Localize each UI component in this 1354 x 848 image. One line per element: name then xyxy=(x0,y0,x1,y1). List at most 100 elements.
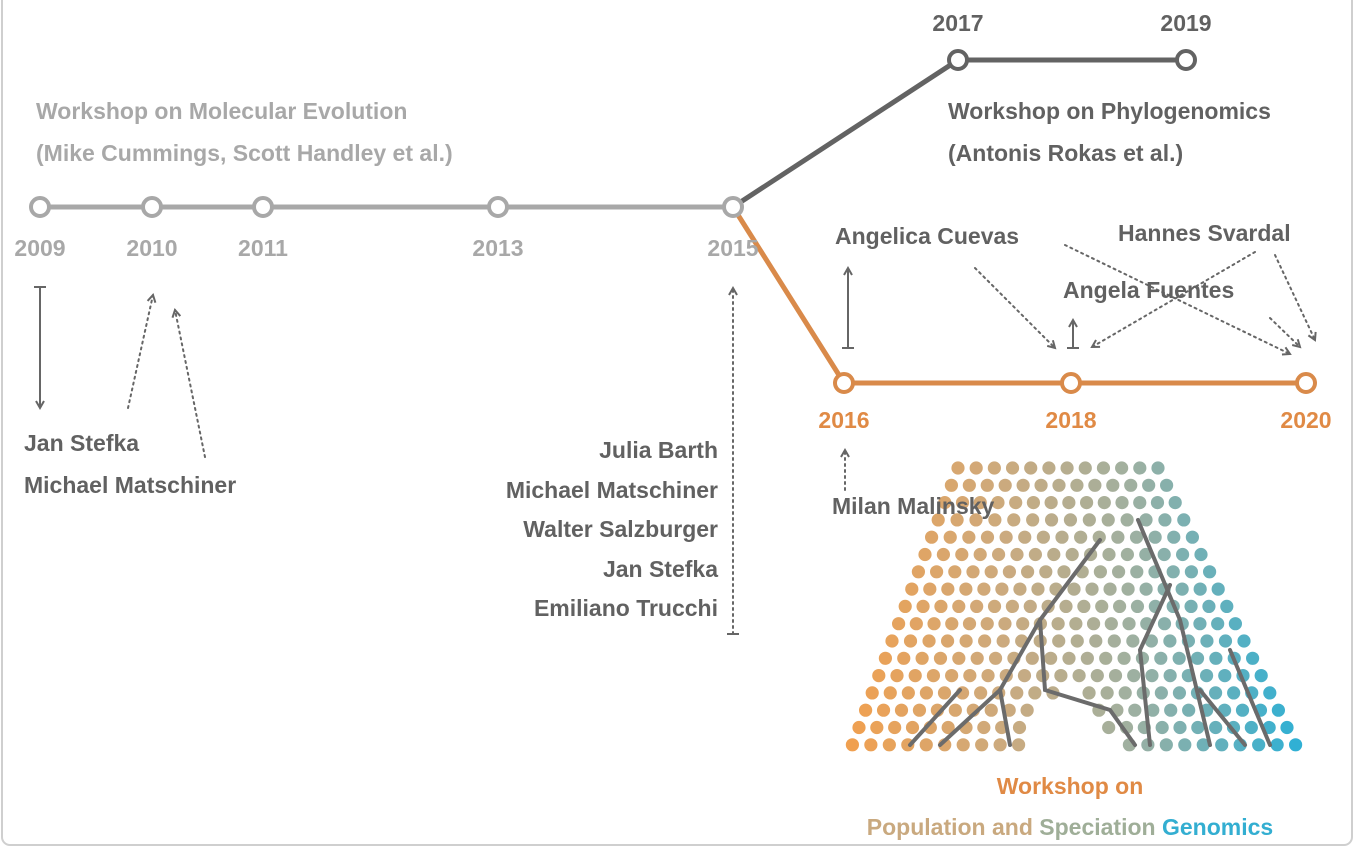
logo-dot xyxy=(963,479,976,492)
logo-dot xyxy=(866,686,879,699)
logo-dot xyxy=(1160,738,1173,751)
logo-word: Speciation xyxy=(1039,814,1155,840)
year: 2011 xyxy=(238,235,288,261)
logo-dot xyxy=(952,652,965,665)
logo-dot xyxy=(902,686,915,699)
logo-dot xyxy=(989,652,1002,665)
logo-dot xyxy=(1088,479,1101,492)
logo-dot xyxy=(1151,496,1164,509)
logo-dot xyxy=(977,583,990,596)
logo-dot xyxy=(1102,721,1115,734)
logo-dot xyxy=(1115,496,1128,509)
logo-dot xyxy=(1178,738,1191,751)
logo-dot xyxy=(937,548,950,561)
logo-dot xyxy=(1131,600,1144,613)
logo-dot xyxy=(1016,617,1029,630)
logo-dot xyxy=(1115,461,1128,474)
logo-dot xyxy=(1010,548,1023,561)
logo-dot xyxy=(1130,565,1143,578)
logo-dot xyxy=(934,652,947,665)
logo-dot xyxy=(994,738,1007,751)
logo-dot xyxy=(1055,531,1068,544)
logo-dot xyxy=(1229,617,1242,630)
logo-dot xyxy=(959,583,972,596)
logo-dot xyxy=(1112,565,1125,578)
logo-dot xyxy=(1045,513,1058,526)
logo-dot xyxy=(888,721,901,734)
logo-dot xyxy=(988,600,1001,613)
logo-dot xyxy=(1149,531,1162,544)
logo-dot xyxy=(1070,479,1083,492)
logo-dot xyxy=(1059,600,1072,613)
logo-dot xyxy=(955,548,968,561)
logo-dot xyxy=(1119,686,1132,699)
logo-dot xyxy=(920,686,933,699)
logo-dot xyxy=(1218,669,1231,682)
logo-dot xyxy=(897,652,910,665)
logo-dot xyxy=(1246,652,1259,665)
year: 2016 xyxy=(818,407,869,433)
logo-dot xyxy=(1142,479,1155,492)
logo-dot xyxy=(1101,686,1114,699)
logo-dot xyxy=(1271,738,1284,751)
logo-dot xyxy=(938,686,951,699)
node xyxy=(143,198,161,216)
logo-dot xyxy=(1167,531,1180,544)
logo-dot xyxy=(884,686,897,699)
logo-dot xyxy=(890,669,903,682)
logo-dot xyxy=(1089,634,1102,647)
logo-dot xyxy=(1227,686,1240,699)
logo-dot xyxy=(852,721,865,734)
logo-dot xyxy=(1133,496,1146,509)
logo-dot xyxy=(1182,704,1195,717)
year: 2018 xyxy=(1045,407,1096,433)
logo-dot xyxy=(1087,617,1100,630)
logo-dot xyxy=(981,531,994,544)
logo-dot xyxy=(922,634,935,647)
logo-dot xyxy=(1215,738,1228,751)
logo-dot xyxy=(877,704,890,717)
logo-dot xyxy=(1200,634,1213,647)
person: Milan Malinsky xyxy=(832,493,995,519)
logo-dot xyxy=(992,548,1005,561)
logo-dot xyxy=(1220,600,1233,613)
logo-dot xyxy=(1009,496,1022,509)
logo-dot xyxy=(1024,461,1037,474)
logo-dot xyxy=(1071,634,1084,647)
logo-word: Genomics xyxy=(1162,814,1273,840)
logo-dot xyxy=(1103,583,1116,596)
logo-dot xyxy=(1209,686,1222,699)
logo-dot xyxy=(945,479,958,492)
logo-dot xyxy=(963,617,976,630)
logo-dot xyxy=(870,721,883,734)
logo-dot xyxy=(895,704,908,717)
logo-dot xyxy=(997,634,1010,647)
node xyxy=(1177,51,1195,69)
logo-dot xyxy=(1102,513,1115,526)
logo-dot xyxy=(1047,548,1060,561)
logo-dot xyxy=(1098,496,1111,509)
workshop-title: Workshop on Phylogenomics xyxy=(948,98,1271,124)
year: 2009 xyxy=(14,235,65,261)
logo-dot xyxy=(1127,669,1140,682)
person: Angela Fuentes xyxy=(1063,277,1234,303)
logo-dot xyxy=(974,686,987,699)
logo-dot xyxy=(1052,634,1065,647)
logo-dot xyxy=(1045,496,1058,509)
logo-dot xyxy=(1145,669,1158,682)
frame xyxy=(2,0,1352,845)
arrow xyxy=(1270,318,1300,347)
logo-dot xyxy=(1095,600,1108,613)
person: Angelica Cuevas xyxy=(835,223,1019,249)
node xyxy=(1297,374,1315,392)
logo-dot xyxy=(885,634,898,647)
logo-dot xyxy=(1034,479,1047,492)
logo-dot xyxy=(974,548,987,561)
logo-dot xyxy=(1021,565,1034,578)
logo-dot xyxy=(1094,565,1107,578)
logo-dot xyxy=(1077,600,1090,613)
logo-dot xyxy=(1209,721,1222,734)
logo-dot xyxy=(981,669,994,682)
logo-dot xyxy=(1121,548,1134,561)
logo-dot xyxy=(883,738,896,751)
